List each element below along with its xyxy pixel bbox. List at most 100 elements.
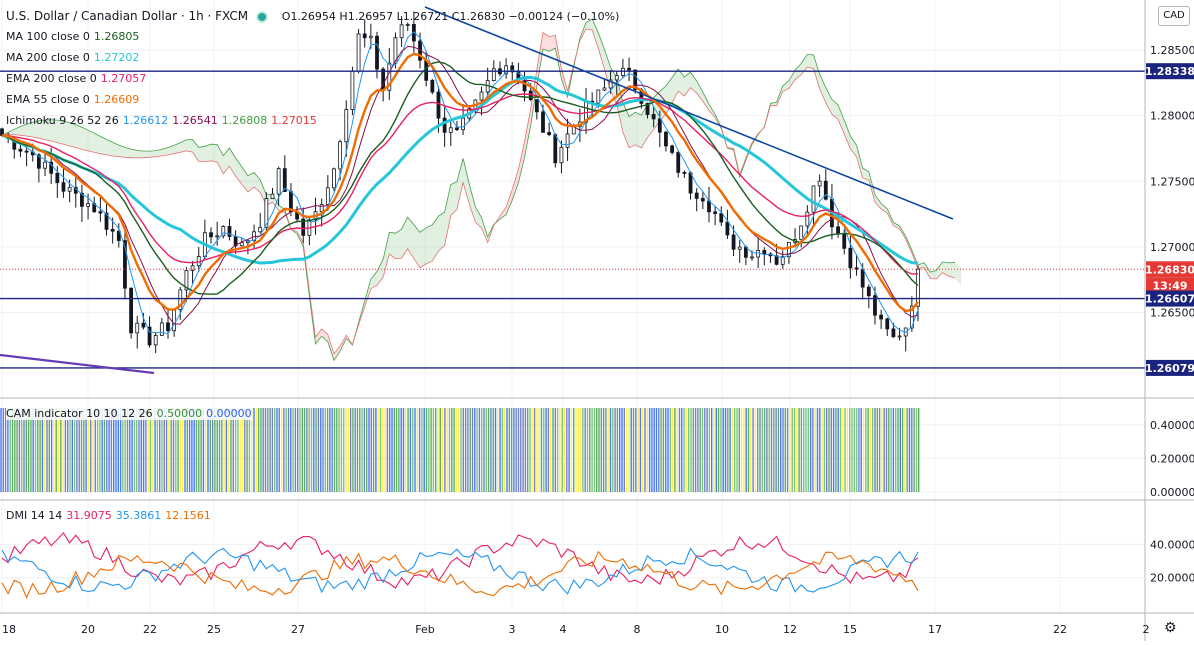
dmi-value: 35.3861: [115, 509, 162, 522]
cloud-segment: [8, 129, 15, 135]
cloud-segment: [432, 216, 439, 261]
cloud-segment: [948, 262, 955, 278]
candle-body: [811, 185, 816, 213]
cloud-segment: [788, 70, 796, 89]
candle-body: [461, 117, 465, 131]
candle-body: [737, 246, 742, 250]
kijun-line: [1, 45, 919, 325]
legend-ema55[interactable]: EMA 55 close 0 1.26609: [6, 93, 139, 106]
candle-body: [602, 87, 607, 91]
candle-body: [633, 69, 638, 91]
legend-ema200[interactable]: EMA 200 close 0 1.27057: [6, 72, 146, 85]
currency-badge[interactable]: CAD: [1158, 6, 1190, 26]
cam-legend[interactable]: CAM indicator 10 10 12 26 0.50000 0.00000: [6, 407, 252, 420]
cloud-segment: [131, 149, 138, 158]
candle-body: [676, 152, 681, 173]
cloud-segment: [370, 271, 378, 289]
cloud-segment: [456, 158, 464, 210]
cloud-segment: [401, 217, 408, 259]
candle-body: [534, 99, 539, 113]
time-tick-label: 4: [560, 623, 567, 636]
cloud-segment: [217, 144, 224, 174]
price-tick-label: 1.26500: [1150, 307, 1194, 320]
cloud-segment: [881, 203, 888, 214]
candle-body: [799, 225, 804, 240]
cloud-segment: [936, 261, 943, 279]
cloud-segment: [481, 217, 488, 243]
legend-value: 1.27015: [271, 114, 317, 127]
tenkan-line: [1, 31, 919, 335]
legend-value: 1.26609: [93, 93, 140, 106]
cloud-segment: [684, 72, 691, 97]
cloud-segment: [112, 142, 119, 157]
legend-ichimoku[interactable]: Ichimoku 9 26 52 26 1.26612 1.26541 1.26808…: [6, 114, 317, 127]
candle-body: [172, 309, 177, 332]
candle-body: [98, 211, 103, 214]
candle-body: [836, 226, 840, 235]
symbol-title[interactable]: U.S. Dollar / Canadian Dollar · 1h · FXC…: [6, 9, 619, 23]
candle-body: [276, 168, 281, 195]
candle-body: [110, 228, 115, 232]
symbol-name: U.S. Dollar / Canadian Dollar · 1h · FXC…: [6, 9, 249, 23]
dmi-minus-line: [1, 550, 919, 599]
candle-body: [338, 141, 343, 170]
cloud-segment: [831, 99, 839, 120]
cloud-segment: [327, 334, 334, 361]
dmi-tick-label: 40.0000: [1150, 538, 1194, 551]
candle-body: [221, 226, 226, 237]
cloud-segment: [32, 120, 39, 139]
cloud-segment: [512, 169, 519, 201]
dmi-value: 12.1561: [165, 509, 211, 522]
candle-body: [61, 182, 66, 192]
cloud-segment: [450, 181, 457, 216]
candle-body: [80, 192, 84, 207]
candle-body: [627, 67, 631, 71]
cloud-segment: [438, 212, 445, 252]
candle-body: [707, 200, 711, 213]
cloud-segment: [874, 195, 882, 210]
cloud-segment: [81, 127, 89, 151]
settings-gear-icon[interactable]: ⚙: [1164, 620, 1177, 636]
cloud-segment: [38, 119, 46, 140]
cloud-segment: [708, 104, 716, 118]
ichimoku-cloud: [1, 18, 962, 362]
senkou-span-a: [1, 18, 955, 362]
legend-ma200[interactable]: MA 200 close 0 1.27202: [6, 51, 139, 64]
cloud-segment: [88, 130, 95, 153]
candle-body: [774, 255, 779, 265]
candle-body: [159, 322, 164, 336]
cloud-segment: [223, 147, 230, 174]
legend-value: 1.26808: [221, 114, 268, 127]
cloud-segment: [696, 80, 703, 102]
cloud-segment: [598, 32, 605, 70]
candle-body: [24, 150, 29, 153]
legend-value: 1.26541: [172, 114, 218, 127]
candle-body: [258, 226, 263, 233]
candle-body: [848, 247, 853, 269]
price-badge: [1146, 261, 1194, 278]
candle-body: [49, 161, 54, 174]
candle-body: [448, 127, 453, 133]
dmi-legend[interactable]: DMI 14 14 31.9075 35.3861 12.1561: [6, 509, 211, 522]
cloud-segment: [174, 142, 181, 154]
candle-body: [750, 256, 754, 259]
candle-body: [325, 187, 330, 205]
candle-body: [614, 75, 619, 81]
price-tick-label: 1.28500: [1150, 44, 1194, 57]
cloud-segment: [20, 124, 27, 137]
cam-indicator-bars: [0, 408, 920, 492]
candle-body: [842, 233, 847, 249]
time-tick-label: 22: [143, 623, 157, 636]
candle-body: [694, 192, 699, 199]
candles: [0, 11, 920, 354]
legend-ma100[interactable]: MA 100 close 0 1.26805: [6, 30, 139, 43]
price-tick-label: 1.27000: [1150, 241, 1194, 254]
cloud-segment: [819, 74, 826, 103]
candle-body: [731, 234, 736, 250]
candle-body: [879, 314, 884, 320]
ema200-line: [1, 93, 919, 275]
candle-body: [786, 241, 791, 258]
